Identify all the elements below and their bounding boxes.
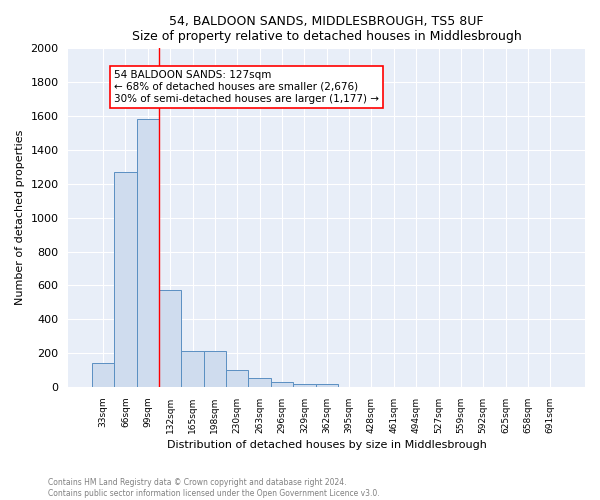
Text: 54 BALDOON SANDS: 127sqm
← 68% of detached houses are smaller (2,676)
30% of sem: 54 BALDOON SANDS: 127sqm ← 68% of detach… [114,70,379,104]
Bar [159,290,181,387]
Bar [226,370,248,387]
Bar [204,350,226,387]
Bar [271,382,293,387]
X-axis label: Distribution of detached houses by size in Middlesbrough: Distribution of detached houses by size … [167,440,487,450]
Bar [248,378,271,387]
Bar [181,350,204,387]
Text: Contains HM Land Registry data © Crown copyright and database right 2024.
Contai: Contains HM Land Registry data © Crown c… [48,478,380,498]
Bar [114,172,137,387]
Bar [137,120,159,387]
Bar [293,384,316,387]
Bar [316,384,338,387]
Title: 54, BALDOON SANDS, MIDDLESBROUGH, TS5 8UF
Size of property relative to detached : 54, BALDOON SANDS, MIDDLESBROUGH, TS5 8U… [132,15,521,43]
Y-axis label: Number of detached properties: Number of detached properties [15,130,25,306]
Bar [92,364,114,387]
